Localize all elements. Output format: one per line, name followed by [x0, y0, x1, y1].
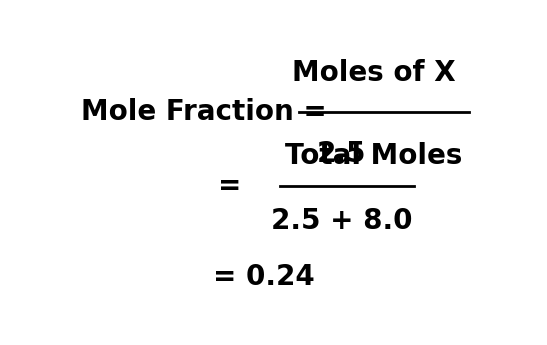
- Text: Total Moles: Total Moles: [285, 142, 462, 170]
- Text: 2.5: 2.5: [317, 140, 366, 168]
- Text: 2.5 + 8.0: 2.5 + 8.0: [271, 207, 412, 235]
- Text: Moles of X: Moles of X: [292, 59, 456, 87]
- Text: = 0.24: = 0.24: [212, 263, 315, 290]
- Text: =: =: [218, 172, 241, 200]
- Text: Mole Fraction =: Mole Fraction =: [81, 98, 336, 126]
